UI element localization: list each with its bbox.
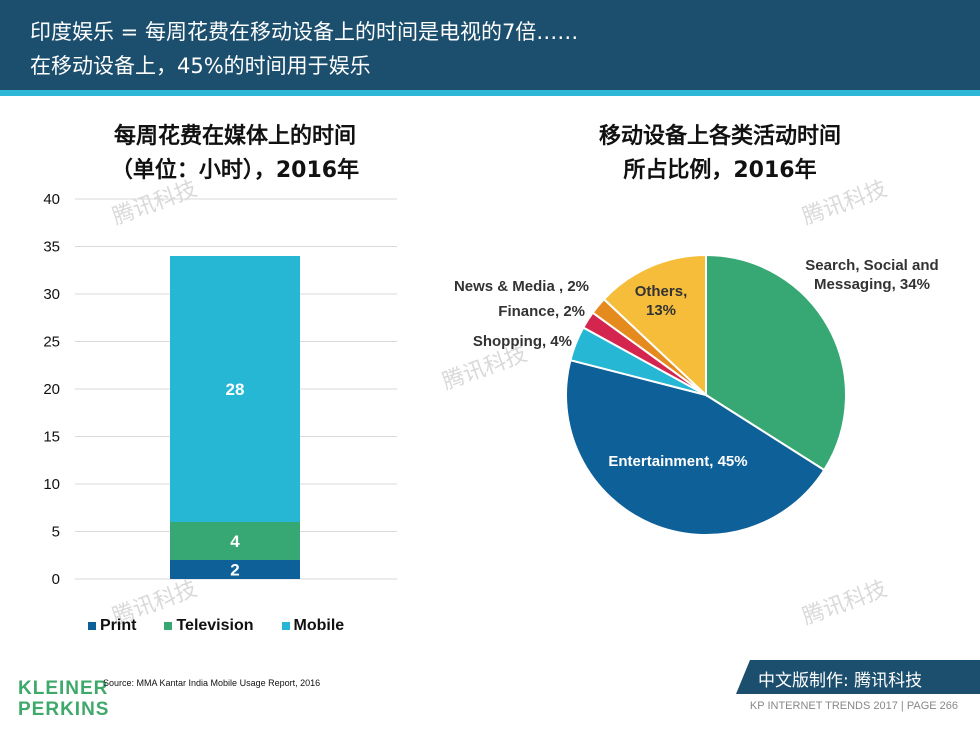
bar-data-label: 28 [226,380,245,399]
chinese-version-banner: 中文版制作: 腾讯科技 [736,660,980,694]
pie-label-shopping: Shopping, 4% [473,333,572,350]
pie-label-entertainment: Entertainment, 45% [608,453,747,470]
bar-chart-legend: Print Television Mobile [88,617,344,635]
legend-label-print: Print [100,617,137,634]
pie-slice-5 [602,253,707,398]
pie-chart-title-line-2: 所占比例，2016年 [623,158,817,183]
logo-line-2: PERKINS [18,699,110,720]
slide-title-line-1: 印度娱乐 = 每周花费在移动设备上的时间是电视的7倍…… [30,20,579,44]
y-tick-label: 5 [52,524,60,541]
kleiner-perkins-logo: KLEINER PERKINS [18,678,109,720]
legend-label-television: Television [176,617,254,634]
bar-chart-title-line-1: 每周花费在媒体上的时间 [113,124,356,149]
pie-label-news-media: News & Media , 2% [454,278,589,295]
legend-item-mobile: Mobile [281,617,345,635]
bar-chart-title: 每周花费在媒体上的时间 （单位：小时），2016年 [40,120,430,188]
y-tick-label: 35 [43,239,60,256]
pie-label-others-line-2: 13% [646,302,676,319]
bar-segment-television [170,522,300,560]
footer-page-info: KP INTERNET TRENDS 2017 | PAGE 266 [749,700,958,712]
pie-label-finance: Finance, 2% [498,303,585,320]
bar-segment-mobile [170,256,300,522]
bar-chart-title-line-2: （单位：小时），2016年 [110,158,360,183]
pie-chart-title: 移动设备上各类活动时间 所占比例，2016年 [520,120,920,188]
y-tick-label: 30 [43,286,60,303]
y-tick-label: 25 [43,334,60,351]
y-tick-label: 0 [52,571,60,588]
header-accent-line [0,90,980,96]
pie-chart: Search, Social and Messaging, 34% Entertai… [454,253,939,536]
pie-label-search: Search, Social and [805,257,938,274]
y-tick-label: 15 [43,429,60,446]
pie-label-others: Others, [635,283,688,300]
y-tick-label: 20 [43,381,60,398]
bar-data-label: 2 [230,561,239,580]
bar-segment-print [170,560,300,579]
slide-title-line-2: 在移动设备上，45%的时间用于娱乐 [30,54,371,78]
y-tick-label: 40 [43,191,60,208]
pie-label-search-line-2: Messaging, 34% [814,276,930,293]
legend-swatch-print [88,622,96,630]
legend-swatch-mobile [281,622,290,630]
watermark: 腾讯科技 [799,576,891,631]
legend-item-print: Print [88,617,136,635]
legend-label-mobile: Mobile [293,617,345,634]
logo-line-1: KLEINER [18,678,109,699]
header-bar [0,0,980,90]
source-note: Source: MMA Kantar India Mobile Usage Re… [103,678,321,688]
y-tick-label: 10 [43,476,60,493]
pie-slice-1 [565,358,826,536]
stacked-bar-chart: 0 5 10 15 20 25 30 35 40 2 4 28 [43,191,397,588]
pie-chart-title-line-1: 移动设备上各类活动时间 [598,124,841,149]
chinese-version-banner-text: 中文版制作: 腾讯科技 [758,671,923,691]
bar-data-label: 4 [230,532,240,551]
legend-item-television: Television [164,617,254,635]
legend-swatch-television [164,622,173,630]
